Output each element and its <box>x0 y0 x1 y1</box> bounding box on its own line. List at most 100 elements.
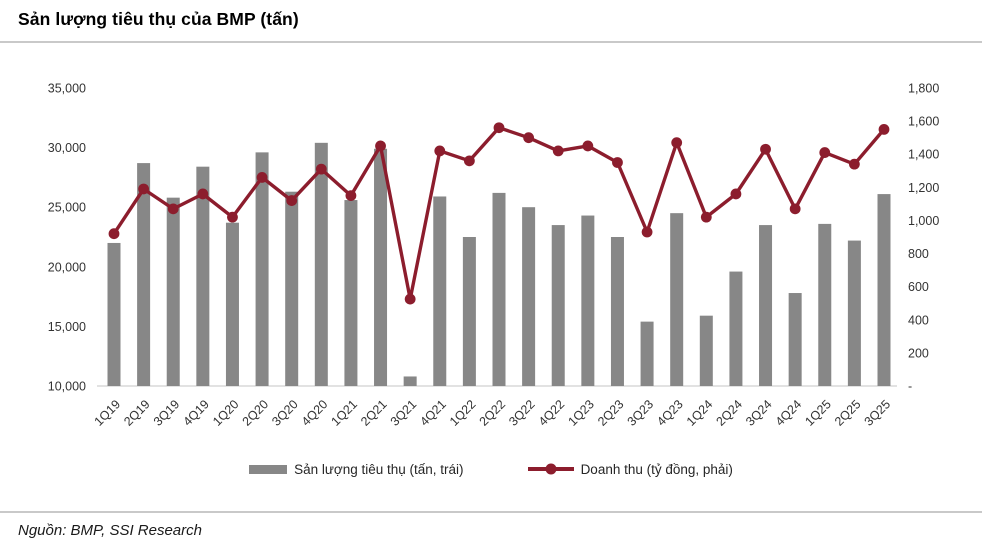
revenue-point <box>641 226 653 238</box>
volume-bar <box>403 376 417 386</box>
revenue-point <box>700 211 712 223</box>
line-legend-dot-icon <box>545 463 557 475</box>
volume-bar <box>137 163 151 386</box>
volume-bar <box>581 215 595 386</box>
revenue-point <box>256 172 268 183</box>
volume-bar <box>255 152 269 386</box>
revenue-point <box>138 183 150 195</box>
left-axis-tick-label: 30,000 <box>48 141 86 155</box>
legend-volume-label: Sản lượng tiêu thụ (tấn, trái) <box>294 461 464 477</box>
x-axis-tick-label: 1Q21 <box>329 397 361 429</box>
x-axis-tick-label: 2Q24 <box>714 397 746 429</box>
revenue-point <box>819 147 831 158</box>
revenue-point <box>108 228 120 240</box>
revenue-point <box>315 163 327 175</box>
volume-bar <box>166 197 180 386</box>
right-axis-tick-label: 1,200 <box>908 181 939 195</box>
left-axis-tick-label: 25,000 <box>48 201 86 215</box>
revenue-point <box>878 123 890 135</box>
x-axis-tick-label: 3Q20 <box>269 397 301 429</box>
x-axis-tick-label: 4Q19 <box>180 397 212 429</box>
x-axis-tick-label: 1Q22 <box>447 397 479 429</box>
x-axis-tick-label: 3Q23 <box>625 397 657 429</box>
x-axis-tick-label: 1Q24 <box>684 397 716 429</box>
volume-bar <box>788 293 802 386</box>
revenue-point <box>167 203 179 215</box>
x-axis-tick-label: 3Q21 <box>388 397 420 429</box>
legend-item-revenue: Doanh thu (tỷ đồng, phải) <box>527 461 733 477</box>
right-axis-tick-label: 400 <box>908 313 929 327</box>
left-axis-tick-label: 35,000 <box>48 82 86 96</box>
x-axis-tick-label: 4Q20 <box>299 397 331 429</box>
revenue-point <box>197 188 209 200</box>
volume-bar <box>107 242 121 386</box>
revenue-point <box>523 132 535 144</box>
x-axis-tick-label: 2Q25 <box>832 397 864 429</box>
x-axis-tick-label: 2Q19 <box>121 397 153 429</box>
x-axis-tick-label: 4Q23 <box>654 397 686 429</box>
x-axis-tick-label: 4Q22 <box>536 397 568 429</box>
revenue-point <box>582 140 594 152</box>
volume-bar <box>522 207 536 386</box>
left-axis-tick-label: 15,000 <box>48 320 86 334</box>
volume-bar <box>640 321 654 386</box>
revenue-point <box>730 188 742 200</box>
chart-header: Sản lượng tiêu thụ của BMP (tấn) <box>0 0 982 43</box>
x-axis-tick-label: 2Q21 <box>358 397 390 429</box>
legend-revenue-label: Doanh thu (tỷ đồng, phải) <box>580 461 733 477</box>
left-axis-tick-label: 10,000 <box>48 380 86 394</box>
revenue-point <box>286 195 298 206</box>
x-axis-tick-label: 4Q24 <box>773 397 805 429</box>
right-axis-tick-label: 800 <box>908 247 929 261</box>
x-axis-tick-label: 3Q22 <box>506 397 538 429</box>
right-axis-tick-label: - <box>908 380 912 394</box>
x-axis-tick-label: 4Q21 <box>417 397 449 429</box>
volume-bar <box>344 200 358 386</box>
volume-bar <box>462 237 476 386</box>
volume-bar <box>877 194 891 386</box>
x-axis-tick-label: 3Q24 <box>743 397 775 429</box>
revenue-point <box>493 122 505 134</box>
volume-bar <box>225 222 239 386</box>
right-axis-tick-label: 200 <box>908 346 929 360</box>
source-note: Nguồn: BMP, SSI Research <box>18 522 202 539</box>
revenue-point <box>671 137 683 149</box>
right-axis-tick-label: 1,400 <box>908 148 939 162</box>
volume-bar <box>818 223 832 386</box>
x-axis-tick-label: 1Q25 <box>802 397 834 429</box>
revenue-point <box>463 155 475 167</box>
right-axis-tick-label: 1,800 <box>908 82 939 96</box>
revenue-point <box>375 140 386 152</box>
volume-bar <box>699 315 713 386</box>
legend-item-volume: Sản lượng tiêu thụ (tấn, trái) <box>249 461 464 477</box>
revenue-point <box>760 143 771 155</box>
revenue-point <box>404 293 416 305</box>
volume-bar <box>492 192 506 386</box>
volume-bar <box>551 225 565 386</box>
line-legend-marker-icon <box>527 463 574 475</box>
volume-bar <box>670 213 684 386</box>
revenue-point <box>789 203 801 215</box>
left-axis-tick-label: 20,000 <box>48 260 86 274</box>
revenue-point <box>552 145 564 157</box>
combo-chart: 10,000 15,000 20,000 25,000 30,000 35,000 - 200… <box>48 82 940 429</box>
x-axis-tick-label: 3Q25 <box>862 397 894 429</box>
chart-legend: Sản lượng tiêu thụ (tấn, trái) Doanh thu… <box>0 456 982 482</box>
x-axis-tick-label: 1Q20 <box>210 397 242 429</box>
x-axis-tick-label: 1Q19 <box>92 397 124 429</box>
volume-bar <box>374 148 388 386</box>
volume-bar <box>196 166 210 386</box>
revenue-point <box>848 158 860 170</box>
x-axis-tick-label: 3Q19 <box>151 397 183 429</box>
right-axis-tick-label: 1,000 <box>908 214 939 228</box>
revenue-point <box>434 145 446 157</box>
volume-bar <box>847 240 861 386</box>
revenue-point <box>345 190 357 202</box>
volume-bar <box>759 225 773 386</box>
right-axis-tick-label: 600 <box>908 280 929 294</box>
volume-bar <box>314 142 328 386</box>
x-axis-tick-label: 2Q23 <box>595 397 627 429</box>
x-axis-tick-label: 2Q22 <box>477 397 509 429</box>
footer-divider <box>0 511 982 513</box>
volume-bar <box>285 191 299 386</box>
